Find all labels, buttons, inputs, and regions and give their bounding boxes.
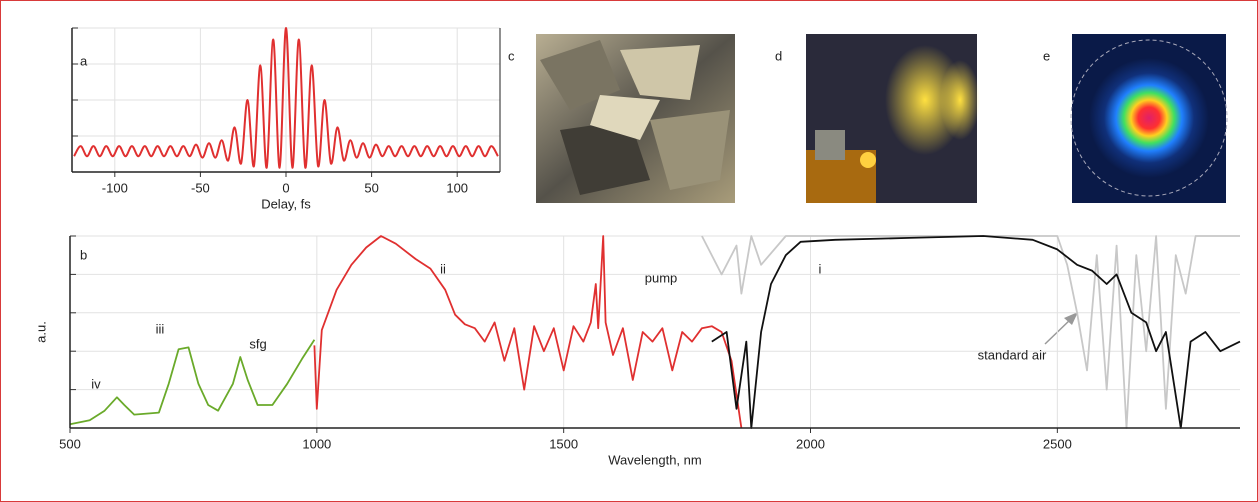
data-line (73, 27, 499, 169)
x-axis-title: Wavelength, nm (608, 452, 701, 467)
annotation: iii (156, 321, 165, 336)
y-axis-title: a.u. (33, 321, 48, 343)
image-optics (806, 34, 980, 203)
annotation: standard air (978, 347, 1047, 362)
image-beam (1070, 34, 1228, 203)
x-tick-label: 50 (364, 180, 378, 195)
air-arrow (1044, 312, 1078, 345)
image-crystal (536, 34, 735, 203)
x-tick-label: 2000 (796, 436, 825, 451)
x-tick-label: -100 (102, 180, 128, 195)
annotation: ii (440, 261, 446, 276)
panel-label: e (1043, 48, 1050, 63)
x-tick-label: 2500 (1043, 436, 1072, 451)
x-tick-label: 1000 (302, 436, 331, 451)
data-line (69, 339, 316, 426)
annotation: sfg (249, 336, 266, 351)
panel-label: a (80, 53, 88, 68)
x-tick-label: 500 (59, 436, 81, 451)
data-line (711, 235, 1241, 429)
x-axis-title: Delay, fs (261, 196, 311, 211)
annotation: iv (91, 376, 101, 391)
annotation: i (819, 261, 822, 276)
x-tick-label: 100 (446, 180, 468, 195)
data-line (313, 235, 743, 429)
x-tick-label: 1500 (549, 436, 578, 451)
panel-label: d (775, 48, 782, 63)
x-tick-label: -50 (191, 180, 210, 195)
panel-label: b (80, 247, 87, 262)
x-tick-label: 0 (282, 180, 289, 195)
annotation: pump (645, 270, 678, 285)
panel-label: c (508, 48, 515, 63)
